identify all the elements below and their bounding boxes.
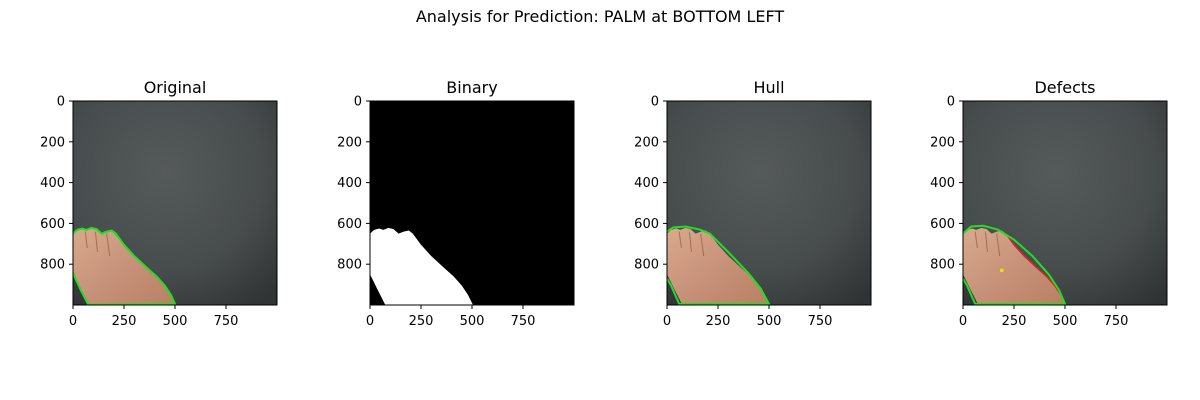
x-tick-label: 500	[1053, 314, 1078, 329]
hand-image	[667, 227, 770, 305]
panel-title: Defects	[1034, 78, 1095, 97]
panel-binary: Binary 0 250 500 750 0 200 400 600 800	[337, 78, 575, 329]
hand-image	[963, 227, 1066, 305]
y-tick-label: 800	[40, 258, 65, 273]
image-hull	[667, 101, 871, 305]
y-tick-label: 0	[947, 95, 955, 110]
y-tick-label: 200	[634, 135, 659, 150]
finger-crease-2	[700, 233, 705, 257]
x-tick-label: 750	[511, 314, 536, 329]
mask-hand-region	[370, 227, 473, 305]
image-contour	[73, 101, 277, 305]
y-tick-label: 200	[337, 135, 362, 150]
y-tick-label: 0	[354, 95, 362, 110]
x-tick-label: 0	[959, 314, 967, 329]
y-tick-label: 800	[930, 258, 955, 273]
panel-hull: Hull 0 250 500 750 0 200 400 600 800	[634, 78, 872, 329]
finger-crease-1	[984, 231, 988, 253]
defect-point	[999, 268, 1004, 273]
y-tick-label: 200	[40, 135, 65, 150]
panels: Original 0 250 500 750 0 200 400 600 800 Binary 0 25…	[40, 78, 1168, 329]
panel-title: Binary	[446, 78, 497, 97]
y-tick-label: 600	[930, 217, 955, 232]
x-tick-label: 750	[808, 314, 833, 329]
hand-contour	[73, 226, 177, 305]
x-tick-label: 0	[69, 314, 77, 329]
y-tick-label: 400	[930, 176, 955, 191]
image-defects	[963, 101, 1167, 305]
finger-crease-2	[106, 233, 111, 257]
image-mask	[370, 101, 574, 305]
x-tick-label: 250	[112, 314, 137, 329]
y-tick-label: 800	[337, 258, 362, 273]
y-tick-label: 0	[651, 95, 659, 110]
panel-defects: Defects 0 250 500 750 0 200 400 600 800	[930, 78, 1168, 329]
y-tick-label: 0	[57, 95, 65, 110]
finger-crease-0	[678, 231, 682, 248]
x-tick-label: 500	[757, 314, 782, 329]
finger-crease-1	[94, 231, 98, 253]
x-tick-label: 750	[1104, 314, 1129, 329]
y-tick-label: 600	[634, 217, 659, 232]
convex-hull	[667, 225, 771, 305]
finger-crease-1	[688, 231, 692, 253]
convex-hull	[963, 224, 1067, 305]
finger-crease-0	[84, 231, 88, 248]
y-tick-label: 800	[634, 258, 659, 273]
hand-image	[73, 227, 176, 305]
y-tick-label: 400	[40, 176, 65, 191]
defect-contour	[1005, 233, 1062, 296]
y-tick-label: 400	[337, 176, 362, 191]
x-tick-label: 250	[706, 314, 731, 329]
finger-crease-0	[974, 231, 978, 248]
x-tick-label: 500	[163, 314, 188, 329]
x-tick-label: 750	[214, 314, 239, 329]
panel-original: Original 0 250 500 750 0 200 400 600 800	[40, 78, 278, 329]
x-tick-label: 500	[460, 314, 485, 329]
y-tick-label: 400	[634, 176, 659, 191]
y-tick-label: 600	[40, 217, 65, 232]
x-tick-label: 0	[663, 314, 671, 329]
panel-title: Original	[144, 78, 207, 97]
panel-title: Hull	[753, 78, 784, 97]
finger-crease-2	[996, 233, 1001, 257]
y-tick-label: 200	[930, 135, 955, 150]
x-tick-label: 250	[409, 314, 434, 329]
x-tick-label: 0	[366, 314, 374, 329]
figure-title: Analysis for Prediction: PALM at BOTTOM …	[416, 7, 785, 26]
y-tick-label: 600	[337, 217, 362, 232]
x-tick-label: 250	[1002, 314, 1027, 329]
